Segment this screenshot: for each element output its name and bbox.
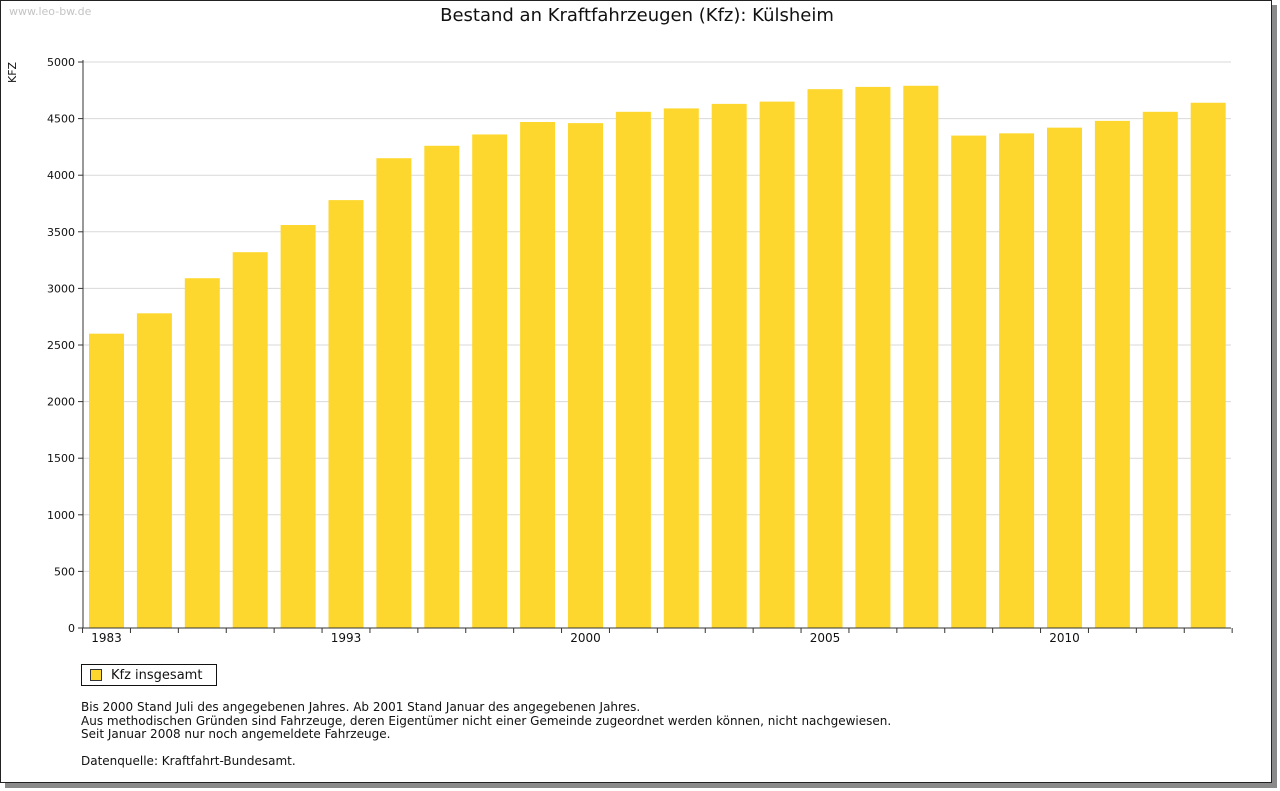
y-tick-label: 2500 — [47, 339, 75, 352]
chart-title: Bestand an Kraftfahrzeugen (Kfz): Külshe… — [440, 5, 834, 26]
y-tick-label: 4500 — [47, 113, 75, 126]
bar — [855, 86, 891, 629]
bar — [280, 225, 316, 628]
x-tick-label: 2000 — [570, 631, 601, 645]
bar — [951, 135, 987, 628]
bar — [184, 278, 220, 628]
y-tick-label: 1000 — [47, 509, 75, 522]
bar — [1094, 120, 1130, 628]
y-tick-label: 3000 — [47, 282, 75, 295]
legend: Kfz insgesamt — [81, 664, 217, 686]
bar — [807, 89, 843, 629]
bar — [711, 103, 747, 628]
bar — [1047, 127, 1082, 628]
bar — [472, 134, 508, 628]
y-tick-label: 2000 — [47, 396, 75, 409]
bar-chart: 0 500 1000 1500 2000 2500 3000 3500 4000 4500 5000… — [47, 56, 1233, 645]
watermark: www.leo-bw.de — [9, 5, 92, 18]
bar — [615, 111, 651, 629]
bar — [759, 101, 795, 629]
bar — [89, 333, 124, 628]
y-tick-label: 500 — [54, 565, 75, 578]
x-tick-label: 2010 — [1049, 631, 1080, 645]
footnote-line: Aus methodischen Gründen sind Fahrzeuge,… — [81, 713, 892, 728]
bar — [999, 133, 1035, 629]
legend-label: Kfz insgesamt — [111, 667, 203, 683]
bar — [520, 121, 556, 628]
data-source: Datenquelle: Kraftfahrt-Bundesamt. — [81, 754, 296, 768]
y-tick-label: 1500 — [47, 452, 75, 465]
bar — [328, 200, 364, 628]
legend-swatch — [90, 669, 102, 681]
footnotes: Bis 2000 Stand Juli des angegebenen Jahr… — [81, 700, 892, 742]
bar — [568, 123, 603, 629]
y-tick-label: 3500 — [47, 226, 75, 239]
x-tick-label: 1983 — [91, 631, 122, 645]
x-tick-label: 1993 — [331, 631, 362, 645]
y-tick-label: 4000 — [47, 169, 75, 182]
bar — [1142, 111, 1178, 629]
bar — [232, 252, 268, 628]
bar — [376, 158, 412, 628]
y-tick-label: 0 — [68, 622, 75, 635]
footnote-line: Bis 2000 Stand Juli des angegebenen Jahr… — [81, 700, 641, 714]
y-tick-label: 5000 — [47, 56, 75, 69]
bar — [663, 108, 699, 629]
bar — [136, 313, 172, 628]
x-tick-label: 2005 — [810, 631, 841, 645]
bar — [424, 145, 460, 628]
bar — [1190, 102, 1226, 628]
bar — [903, 85, 939, 629]
footnote-line: Seit Januar 2008 nur noch angemeldete Fa… — [81, 727, 391, 741]
